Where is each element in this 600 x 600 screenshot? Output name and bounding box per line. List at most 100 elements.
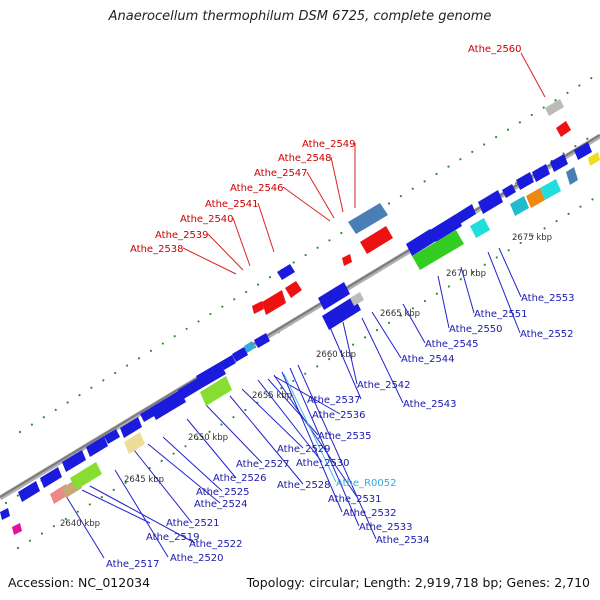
kbp-tick: 2675 kbp xyxy=(512,233,552,243)
gene-arrow xyxy=(545,99,564,116)
gene-label[interactable]: Athe_2545 xyxy=(425,339,479,350)
gene-label[interactable]: Athe_2538 xyxy=(130,244,184,255)
gene-label[interactable]: Athe_2541 xyxy=(205,199,259,210)
gene-label[interactable]: Athe_2540 xyxy=(180,214,234,225)
gene-arrow xyxy=(318,282,350,310)
gene-label[interactable]: Athe_R0052 xyxy=(336,478,396,489)
gene-arrow xyxy=(196,362,226,388)
gene-label[interactable]: Athe_2524 xyxy=(194,499,248,510)
guide-dots-outer-top xyxy=(18,72,600,434)
gene-arrow xyxy=(150,390,186,420)
gene-label[interactable]: Athe_2529 xyxy=(277,444,331,455)
gene-label[interactable]: Athe_2527 xyxy=(236,459,290,470)
gene-arrow xyxy=(322,296,361,330)
gene-label[interactable]: Athe_2548 xyxy=(278,153,332,164)
gene-label[interactable]: Athe_2532 xyxy=(343,508,397,519)
gene-arrow xyxy=(470,218,490,238)
gene-arrow xyxy=(532,164,550,182)
gene-arrow xyxy=(70,462,102,490)
gene-label[interactable]: Athe_2547 xyxy=(254,168,308,179)
gene-arrow xyxy=(200,376,232,406)
gene-label[interactable]: Athe_2519 xyxy=(146,532,200,543)
gene-arrow xyxy=(86,436,108,457)
gene-label[interactable]: Athe_2560 xyxy=(468,44,522,55)
forward-genes xyxy=(252,99,600,315)
gene-label[interactable]: Athe_2525 xyxy=(196,487,250,498)
gene-arrow xyxy=(277,264,295,280)
gene-arrow xyxy=(360,226,393,254)
gene-label[interactable]: Athe_2535 xyxy=(318,431,372,442)
gene-arrow xyxy=(120,417,142,438)
gene-label[interactable]: Athe_2533 xyxy=(359,522,413,533)
gene-arrow xyxy=(220,355,236,370)
kbp-ticks: 2640 kbp 2645 kbp 2650 kbp 2655 kbp 2660… xyxy=(60,233,552,529)
gene-label[interactable]: Athe_2520 xyxy=(170,553,224,564)
gene-arrow xyxy=(526,188,545,208)
gene-arrow xyxy=(254,333,270,348)
gene-arrow xyxy=(478,190,503,214)
gene-arrow xyxy=(456,204,476,224)
kbp-tick: 2650 kbp xyxy=(188,433,228,443)
gene-arrow xyxy=(588,152,600,166)
reverse-genes xyxy=(0,142,592,535)
gene-label[interactable]: Athe_2539 xyxy=(155,230,209,241)
gene-arrow xyxy=(104,429,120,444)
guide-dots-inner-bottom xyxy=(16,194,600,550)
gene-label[interactable]: Athe_2528 xyxy=(277,480,331,491)
gene-arrow xyxy=(430,214,462,242)
gene-arrow xyxy=(502,184,516,198)
gene-label[interactable]: Athe_2534 xyxy=(376,535,430,546)
gene-label[interactable]: Athe_2550 xyxy=(449,324,503,335)
map-title: Anaerocellum thermophilum DSM 6725, comp… xyxy=(108,9,492,24)
gene-label[interactable]: Athe_2526 xyxy=(213,473,267,484)
gene-arrow xyxy=(540,179,561,200)
gene-arrow xyxy=(510,196,529,216)
gene-arrow xyxy=(232,347,248,362)
gene-arrow xyxy=(244,341,255,353)
gene-label[interactable]: Athe_2553 xyxy=(521,293,575,304)
gene-arrow xyxy=(574,142,592,160)
top-gene-labels: Athe_2538 Athe_2539 Athe_2540 Athe_2541 … xyxy=(130,44,522,255)
gene-arrow xyxy=(62,450,86,472)
gene-label[interactable]: Athe_2544 xyxy=(401,354,455,365)
gene-arrow xyxy=(556,121,571,137)
gene-label[interactable]: Athe_2552 xyxy=(520,329,574,340)
gene-label[interactable]: Athe_2537 xyxy=(307,395,361,406)
gene-label[interactable]: Athe_2549 xyxy=(302,139,356,150)
gene-label[interactable]: Athe_2543 xyxy=(403,399,457,410)
gene-arrow xyxy=(0,508,10,520)
gene-arrow xyxy=(252,301,264,314)
gene-arrow xyxy=(348,203,388,234)
gene-label[interactable]: Athe_2531 xyxy=(328,494,382,505)
gene-label[interactable]: Athe_2517 xyxy=(106,559,160,570)
gene-label[interactable]: Athe_2551 xyxy=(474,309,528,320)
kbp-tick: 2660 kbp xyxy=(316,350,356,360)
gene-arrow xyxy=(350,292,364,306)
gene-arrow xyxy=(262,290,286,315)
gene-arrow xyxy=(18,481,40,502)
gene-arrow xyxy=(406,229,436,256)
accession-text: Accession: NC_012034 xyxy=(8,575,151,590)
kbp-tick: 2640 kbp xyxy=(60,519,100,529)
gene-arrow xyxy=(550,154,568,172)
gene-arrow xyxy=(516,172,534,190)
gene-label[interactable]: Athe_2542 xyxy=(357,380,411,391)
kbp-tick: 2655 kbp xyxy=(252,391,292,401)
bottom-gene-labels: Athe_2517 Athe_2520 Athe_2522 Athe_2519 … xyxy=(106,293,575,570)
kbp-tick: 2665 kbp xyxy=(380,309,420,319)
gene-label[interactable]: Athe_2521 xyxy=(166,518,220,529)
gene-label[interactable]: Athe_2536 xyxy=(312,410,366,421)
genome-summary-text: Topology: circular; Length: 2,919,718 bp… xyxy=(246,575,590,590)
gene-arrow xyxy=(178,378,202,400)
gene-label[interactable]: Athe_2522 xyxy=(189,539,243,550)
gene-label[interactable]: Athe_2546 xyxy=(230,183,284,194)
gene-arrow xyxy=(12,523,22,535)
kbp-tick: 2670 kbp xyxy=(446,269,486,279)
gene-arrow xyxy=(40,467,62,488)
gene-arrow xyxy=(412,230,464,270)
gene-label[interactable]: Athe_2530 xyxy=(296,458,350,469)
gene-arrow xyxy=(285,281,302,298)
gene-arrow xyxy=(124,432,145,454)
